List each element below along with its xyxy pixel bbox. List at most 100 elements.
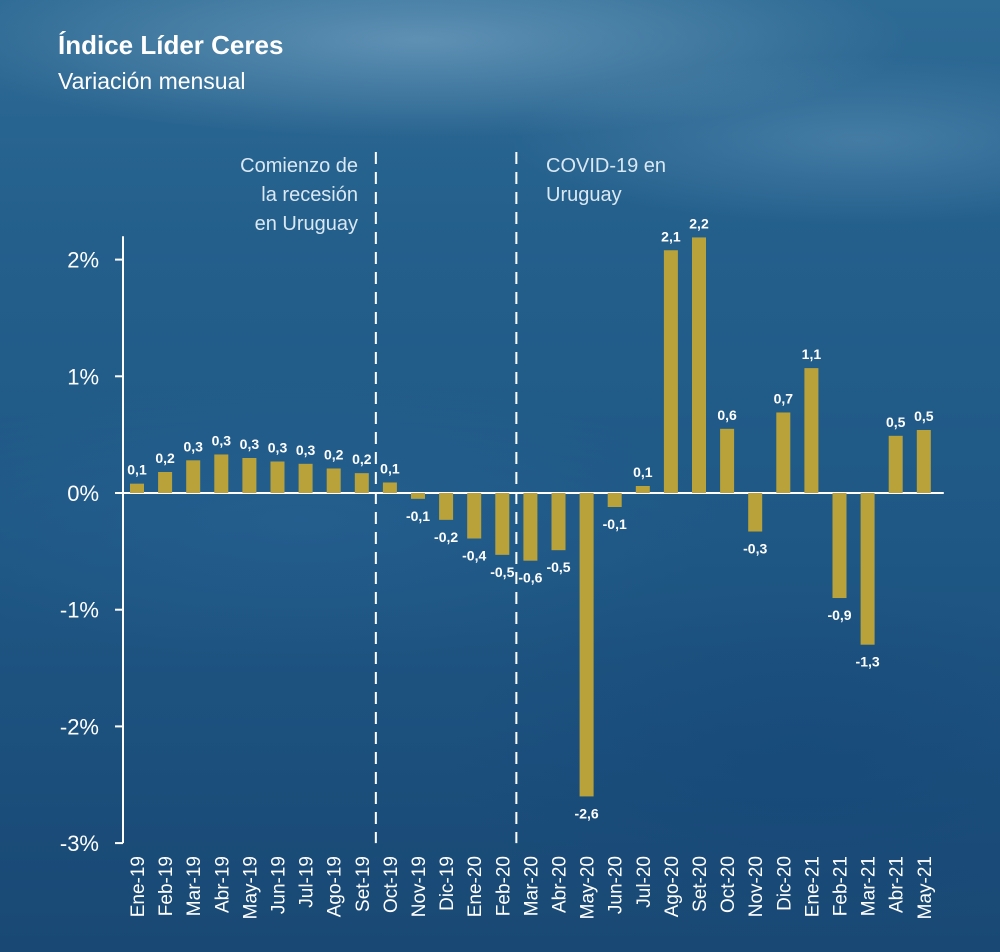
data-label: 0,2 bbox=[324, 446, 344, 462]
bar bbox=[186, 460, 201, 493]
data-label: 0,5 bbox=[886, 414, 906, 430]
x-tick-label: Abr-20 bbox=[550, 856, 571, 913]
annotation-covid: COVID-19 en Uruguay bbox=[546, 152, 666, 210]
y-tick-label: -2% bbox=[60, 714, 99, 739]
bar bbox=[804, 368, 819, 493]
data-label: 1,1 bbox=[802, 346, 822, 362]
data-label: 2,2 bbox=[689, 215, 709, 231]
bar bbox=[495, 493, 510, 555]
data-label: -0,9 bbox=[827, 607, 851, 623]
data-label: 0,1 bbox=[380, 460, 400, 476]
bar bbox=[298, 463, 313, 493]
bar bbox=[130, 483, 144, 493]
bar bbox=[523, 493, 538, 561]
data-label: 0,1 bbox=[633, 464, 653, 480]
data-label: 0,3 bbox=[183, 438, 203, 454]
data-label: 0,2 bbox=[155, 450, 175, 466]
x-tick-label: Set-20 bbox=[690, 856, 711, 912]
bar bbox=[579, 493, 594, 797]
x-tick-label: Ene-20 bbox=[465, 856, 486, 917]
data-label: 0,3 bbox=[240, 436, 260, 452]
data-label: -0,5 bbox=[546, 559, 570, 575]
y-tick-label: 2% bbox=[67, 248, 99, 273]
bar bbox=[748, 493, 763, 532]
x-tick-label: Mar-21 bbox=[859, 856, 880, 916]
data-label: 2,1 bbox=[661, 228, 681, 244]
x-tick-label: May-21 bbox=[915, 856, 936, 919]
bar bbox=[354, 473, 369, 493]
x-tick-label: Feb-20 bbox=[493, 856, 514, 916]
x-tick-label: Dic-20 bbox=[774, 856, 795, 911]
data-label: -0,2 bbox=[434, 529, 458, 545]
bar bbox=[860, 493, 875, 645]
bar bbox=[467, 493, 482, 539]
x-tick-label: Jul-20 bbox=[634, 856, 655, 908]
x-tick-label: Oct-20 bbox=[718, 856, 739, 913]
y-tick-label: -1% bbox=[60, 598, 99, 623]
bar bbox=[551, 493, 566, 551]
bar bbox=[888, 435, 903, 493]
x-tick-label: Oct-19 bbox=[381, 856, 402, 913]
annotation-recession: Comienzo de la recesión en Uruguay bbox=[240, 152, 358, 239]
x-tick-label: Mar-20 bbox=[521, 856, 542, 916]
x-tick-label: Ene-21 bbox=[802, 856, 823, 917]
bar bbox=[270, 461, 285, 493]
x-tick-label: Feb-19 bbox=[156, 856, 177, 916]
annotation-covid-line: COVID-19 en bbox=[546, 155, 667, 177]
data-label: 0,3 bbox=[296, 442, 316, 458]
bar bbox=[411, 493, 425, 499]
x-tick-label: Ene-19 bbox=[128, 856, 149, 917]
y-tick-label: 0% bbox=[67, 481, 99, 506]
x-tick-label: May-19 bbox=[240, 856, 261, 919]
annotation-recession-line: la recesión bbox=[261, 184, 358, 206]
x-tick-label: May-20 bbox=[578, 856, 599, 919]
bar bbox=[832, 493, 847, 599]
x-tick-label: Mar-19 bbox=[184, 856, 205, 916]
data-label: -0,5 bbox=[490, 564, 514, 580]
data-label: -0,1 bbox=[406, 508, 430, 524]
x-tick-label: Dic-19 bbox=[437, 856, 458, 911]
x-tick-label: Set-19 bbox=[353, 856, 374, 912]
bar bbox=[916, 429, 931, 493]
x-tick-label: Abr-21 bbox=[887, 856, 908, 913]
x-tick-label: Nov-19 bbox=[409, 856, 430, 917]
data-label: -2,6 bbox=[575, 805, 599, 821]
bar bbox=[692, 237, 706, 493]
chart-title: Índice Líder Ceres bbox=[58, 30, 284, 60]
x-tick-label: Ago-19 bbox=[325, 856, 346, 917]
data-label: -1,3 bbox=[856, 654, 880, 670]
data-label: 0,3 bbox=[212, 432, 232, 448]
data-label: 0,3 bbox=[268, 439, 288, 455]
x-tick-label: Jun-20 bbox=[606, 856, 627, 914]
data-label: -0,1 bbox=[603, 516, 627, 532]
bar bbox=[720, 428, 735, 493]
bar bbox=[158, 471, 173, 493]
data-label: 0,5 bbox=[914, 408, 934, 424]
x-tick-label: Jul-19 bbox=[297, 856, 318, 908]
bar bbox=[439, 493, 454, 520]
data-label: 0,1 bbox=[127, 462, 147, 478]
x-tick-label: Feb-21 bbox=[831, 856, 852, 916]
data-label: 0,6 bbox=[717, 407, 737, 423]
bar bbox=[663, 250, 678, 493]
data-label: -0,6 bbox=[518, 570, 542, 586]
x-tick-label: Ago-20 bbox=[662, 856, 683, 917]
bar bbox=[214, 454, 229, 493]
data-label: 0,7 bbox=[774, 390, 794, 406]
bar bbox=[776, 412, 791, 493]
annotation-recession-line: en Uruguay bbox=[254, 213, 358, 235]
x-tick-label: Jun-19 bbox=[269, 856, 290, 914]
data-label: -0,4 bbox=[462, 548, 486, 564]
y-tick-label: 1% bbox=[67, 364, 99, 389]
annotation-covid-line: Uruguay bbox=[546, 184, 622, 206]
data-label: 0,2 bbox=[352, 451, 372, 467]
bar bbox=[382, 482, 397, 493]
bar bbox=[242, 457, 257, 493]
data-label: -0,3 bbox=[743, 541, 767, 557]
annotation-recession-line: Comienzo de bbox=[240, 155, 358, 177]
x-tick-label: Nov-20 bbox=[746, 856, 767, 917]
chart-subtitle: Variación mensual bbox=[58, 68, 246, 94]
x-tick-label: Abr-19 bbox=[212, 856, 233, 913]
bar bbox=[607, 493, 622, 508]
